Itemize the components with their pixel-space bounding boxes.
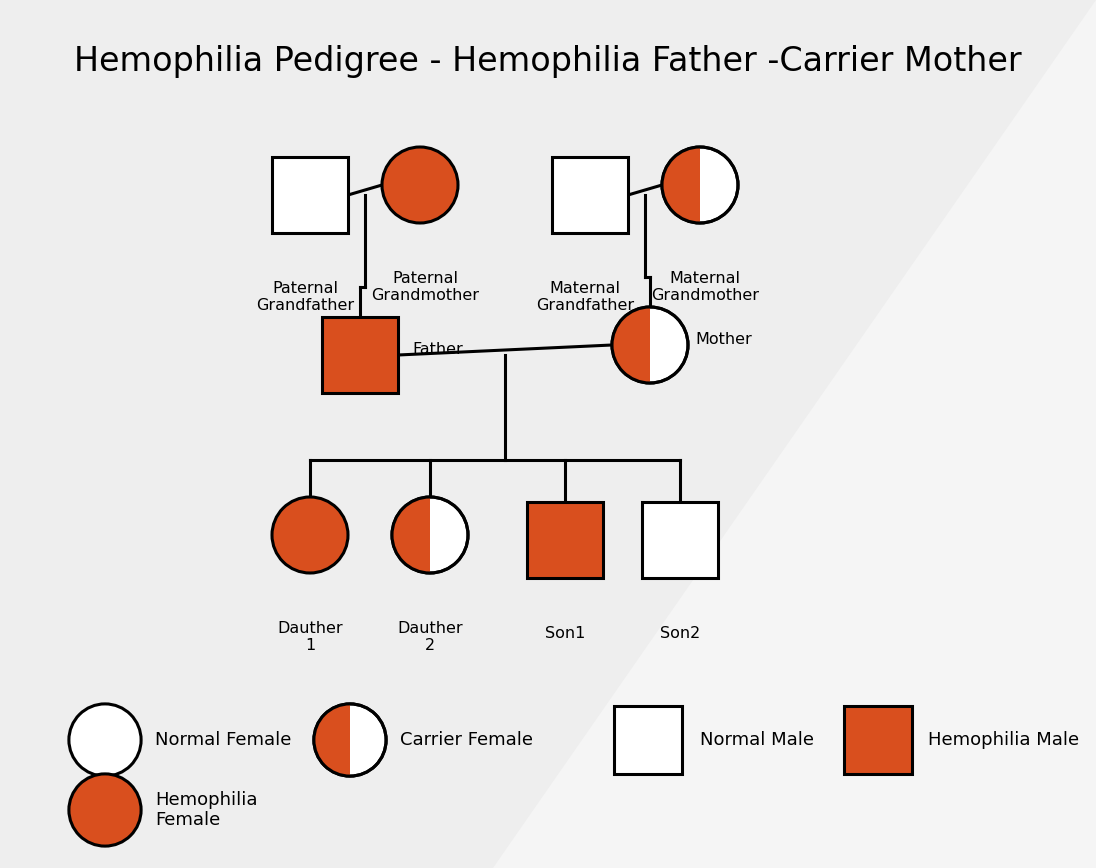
Circle shape (383, 147, 458, 223)
Bar (642, 502, 718, 578)
Wedge shape (612, 307, 650, 383)
Circle shape (392, 497, 468, 573)
Circle shape (662, 147, 738, 223)
Circle shape (612, 307, 688, 383)
Text: Dauther
1: Dauther 1 (277, 621, 343, 654)
Text: Father: Father (412, 343, 463, 358)
Circle shape (69, 774, 141, 846)
Text: Paternal
Grandfather: Paternal Grandfather (256, 281, 354, 313)
Text: Normal Male: Normal Male (700, 731, 814, 749)
Bar (527, 502, 603, 578)
Text: Normal Female: Normal Female (155, 731, 292, 749)
Wedge shape (313, 704, 350, 776)
Text: Hemophilia
Female: Hemophilia Female (155, 791, 258, 830)
Text: Maternal
Grandfather: Maternal Grandfather (536, 281, 635, 313)
Wedge shape (662, 147, 700, 223)
Polygon shape (493, 0, 1096, 868)
Text: Dauther
2: Dauther 2 (397, 621, 463, 654)
Circle shape (313, 704, 386, 776)
Circle shape (272, 497, 349, 573)
Circle shape (69, 704, 141, 776)
Text: Hemophilia Male: Hemophilia Male (928, 731, 1080, 749)
Bar (552, 157, 628, 233)
Text: Maternal
Grandmother: Maternal Grandmother (651, 271, 760, 304)
Text: Hemophilia Pedigree - Hemophilia Father -Carrier Mother: Hemophilia Pedigree - Hemophilia Father … (75, 45, 1021, 78)
Text: Son1: Son1 (545, 626, 585, 641)
Bar (272, 157, 349, 233)
Text: Carrier Female: Carrier Female (400, 731, 533, 749)
Text: Mother: Mother (695, 332, 752, 347)
Bar (322, 317, 398, 393)
Text: Paternal
Grandmother: Paternal Grandmother (372, 271, 479, 304)
Wedge shape (392, 497, 430, 573)
Bar (614, 706, 682, 774)
Text: Son2: Son2 (660, 626, 700, 641)
Bar (844, 706, 912, 774)
